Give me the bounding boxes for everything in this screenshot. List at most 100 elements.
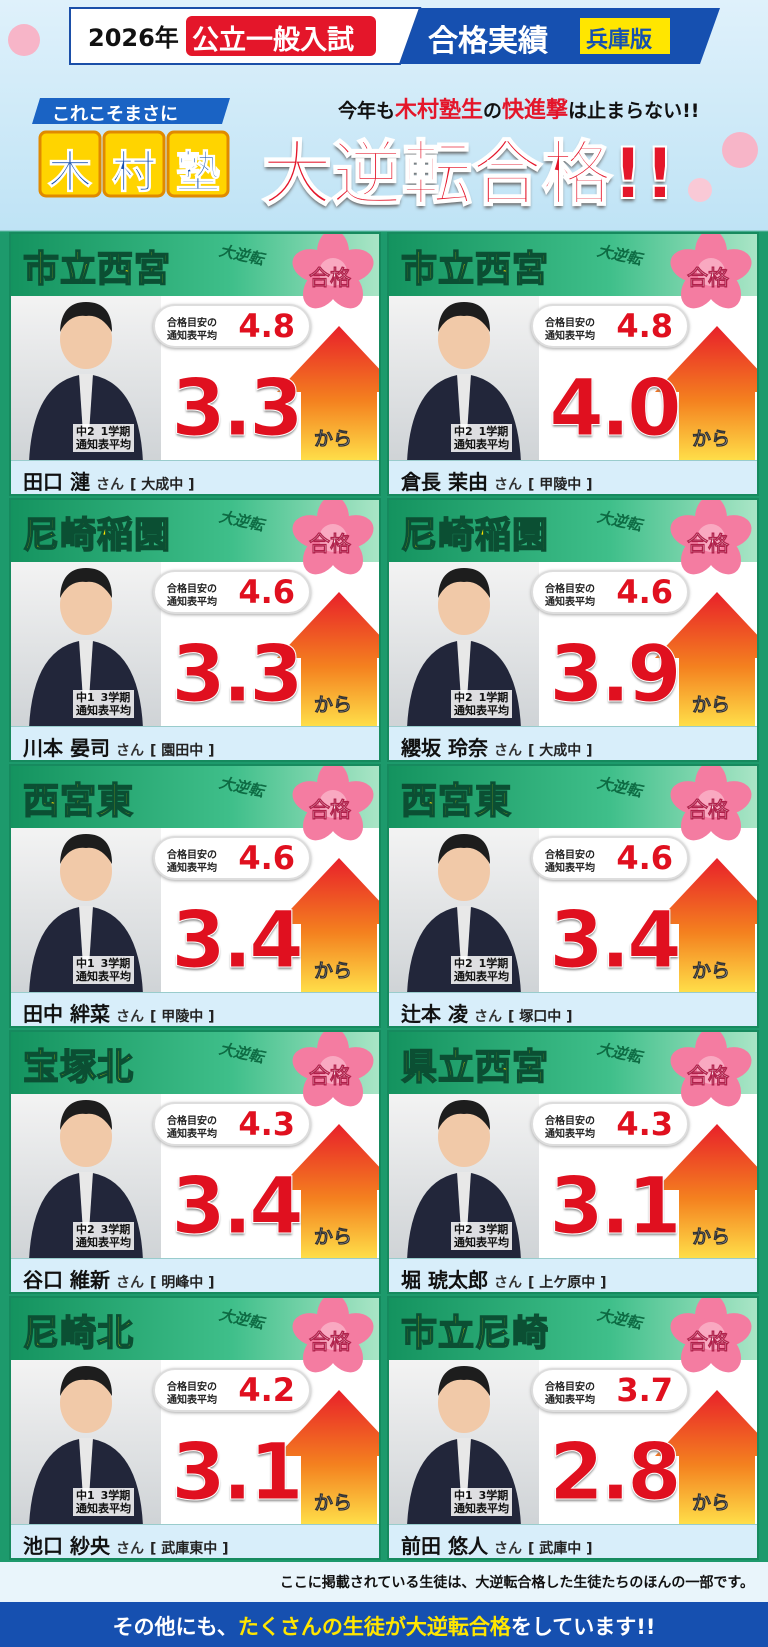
year: 2026年 (88, 24, 179, 52)
start-value: 3.4 (171, 896, 304, 987)
header-decor (8, 7, 758, 202)
junior-high: [ 園田中 ] (149, 743, 215, 759)
pass-mark: 合格 (687, 798, 730, 823)
target-label: 合格目安の (167, 584, 217, 595)
report-label: 通知表平均 (76, 438, 131, 451)
start-value: 3.3 (171, 630, 304, 721)
grade: 中1 (454, 1489, 473, 1502)
school-name: 県立西宮 (400, 1046, 550, 1089)
start-value: 3.4 (171, 1162, 304, 1253)
grade-label: 中2 3学期 通知表平均 (451, 1222, 512, 1250)
target-label: 通知表平均 (167, 1395, 217, 1406)
from-label: から (692, 1492, 731, 1515)
school-name: 市立尼崎 (400, 1312, 550, 1355)
target-label: 通知表平均 (167, 331, 217, 342)
student-name: 前田 悠人 (401, 1534, 488, 1558)
school-name: 市立西宮 (22, 248, 172, 291)
name-bar: 辻本 凌さん [ 塚口中 ] (389, 992, 757, 1026)
term: 1学期 (478, 691, 509, 704)
card-art (11, 234, 379, 462)
start-value: 3.1 (171, 1428, 304, 1519)
report-label: 通知表平均 (76, 970, 131, 983)
grade-label: 中1 3学期 通知表平均 (73, 1488, 134, 1516)
headline: 大逆転合格!! (261, 132, 677, 216)
student-name: 纓坂 玲奈 (401, 736, 488, 760)
banner-part: をしています!! (510, 1615, 656, 1639)
start-value: 2.8 (549, 1428, 682, 1519)
school-name: 西宮東 (22, 780, 135, 823)
result-card: 尼崎北 大逆転 合格 合格目安の 通知表平均 4.2 3.1 から 中1 3学期 通知表平均 池口 … (9, 1296, 381, 1560)
target-value: 4.3 (616, 1105, 673, 1143)
target-label: 合格目安の (545, 584, 595, 595)
term: 3学期 (100, 1489, 131, 1502)
from-label: から (314, 428, 353, 451)
target-bubble: 合格目安の 通知表平均 4.2 (153, 1368, 311, 1412)
grade: 中1 (76, 1489, 95, 1502)
honorific: さん (493, 477, 522, 493)
from-label: から (314, 960, 353, 983)
report-label: 通知表平均 (454, 1236, 509, 1249)
student-name: 田口 漣 (23, 470, 90, 494)
name-bar: 谷口 維新 さん [ 明峰中 ] (11, 1258, 379, 1292)
target-label: 通知表平均 (545, 597, 595, 608)
school-name: 尼崎稲園 (22, 514, 172, 557)
honorific: さん (95, 477, 124, 493)
target-value: 4.8 (238, 307, 295, 345)
pass-mark: 合格 (309, 798, 352, 823)
banner-part: たくさんの生徒が大逆転合格 (237, 1615, 511, 1639)
pass-mark: 合格 (687, 532, 730, 557)
school-char: 塾 (176, 147, 221, 199)
from-label: から (692, 694, 731, 717)
grade: 中2 (76, 425, 95, 438)
school-char: 村 (112, 147, 157, 199)
result-card: 市立西宮 大逆転 合格 合格目安の 通知表平均 4.8 4.0 から 中2 1学期 通知表平均 倉長… (387, 232, 759, 496)
target-label: 合格目安の (545, 1116, 595, 1127)
student-name: 池口 紗央 (23, 1534, 110, 1558)
footer-note: ここに掲載されている生徒は、大逆転合格した生徒たちのほんの一部です。 (279, 1575, 754, 1591)
grade-label: 中2 3学期 通知表平均 (73, 1222, 134, 1250)
pass-mark: 合格 (309, 266, 352, 291)
junior-high: [ 大成中 ] (527, 743, 593, 759)
target-value: 4.6 (238, 839, 295, 877)
target-value: 4.3 (238, 1105, 295, 1143)
result-card: 西宮東 大逆転 合格 合格目安の 通知表平均 4.6 3.4 から 中2 1学期 通知表平均 辻本 … (387, 764, 759, 1028)
junior-high: [ 武庫東中 ] (149, 1541, 229, 1557)
honorific: さん (115, 1541, 144, 1557)
result-card: 尼崎稲園 大逆転 合格 合格目安の 通知表平均 4.6 3.3 から 中1 3学期 通知表平均 川本… (9, 498, 381, 762)
from-label: から (314, 1226, 353, 1249)
grade-label: 中2 1学期 通知表平均 (451, 690, 512, 718)
pass-mark: 合格 (687, 1064, 730, 1089)
region: 兵庫版 (586, 28, 653, 53)
student-name: 谷口 維新 (23, 1268, 110, 1292)
grade-label: 中2 1学期 通知表平均 (451, 956, 512, 984)
honorific: さん (115, 1275, 144, 1291)
card-art (389, 1032, 757, 1260)
result-card: 尼崎稲園 大逆転 合格 合格目安の 通知表平均 4.6 3.9 から 中2 1学期 通知表平均 纓坂… (387, 498, 759, 762)
grade: 中2 (76, 1223, 95, 1236)
footer-banner: その他にも、たくさんの生徒が大逆転合格をしています!! (0, 1602, 768, 1647)
name-bar: 川本 晏司 さん [ 園田中 ] (11, 726, 379, 760)
grade: 中2 (454, 425, 473, 438)
pass-mark: 合格 (309, 532, 352, 557)
school-char: 木 (48, 147, 93, 199)
student-name: 田中 絆菜 (23, 1002, 110, 1026)
name-bar: 田口 漣さん [ 大成中 ] (11, 460, 379, 494)
grade: 中1 (76, 691, 95, 704)
term: 3学期 (100, 691, 131, 704)
pass-mark: 合格 (309, 1330, 352, 1355)
target-label: 合格目安の (167, 1116, 217, 1127)
name-bar: 堀 琥太郎 さん [ 上ケ原中 ] (389, 1258, 757, 1292)
student-name: 辻本 凌 (401, 1002, 468, 1026)
name-bar: 倉長 茉由 さん [ 甲陵中 ] (389, 460, 757, 494)
from-label: から (692, 960, 731, 983)
junior-high: [ 大成中 ] (129, 477, 195, 493)
honorific: さん (115, 743, 144, 759)
tagline-part: 快進撃 (502, 98, 569, 123)
report-label: 通知表平均 (454, 1502, 509, 1515)
grade-label: 中2 1学期 通知表平均 (73, 424, 134, 452)
school-name: 尼崎北 (22, 1312, 135, 1355)
honorific: さん (493, 1541, 522, 1557)
start-value: 3.3 (171, 364, 304, 455)
from-label: から (314, 1492, 353, 1515)
